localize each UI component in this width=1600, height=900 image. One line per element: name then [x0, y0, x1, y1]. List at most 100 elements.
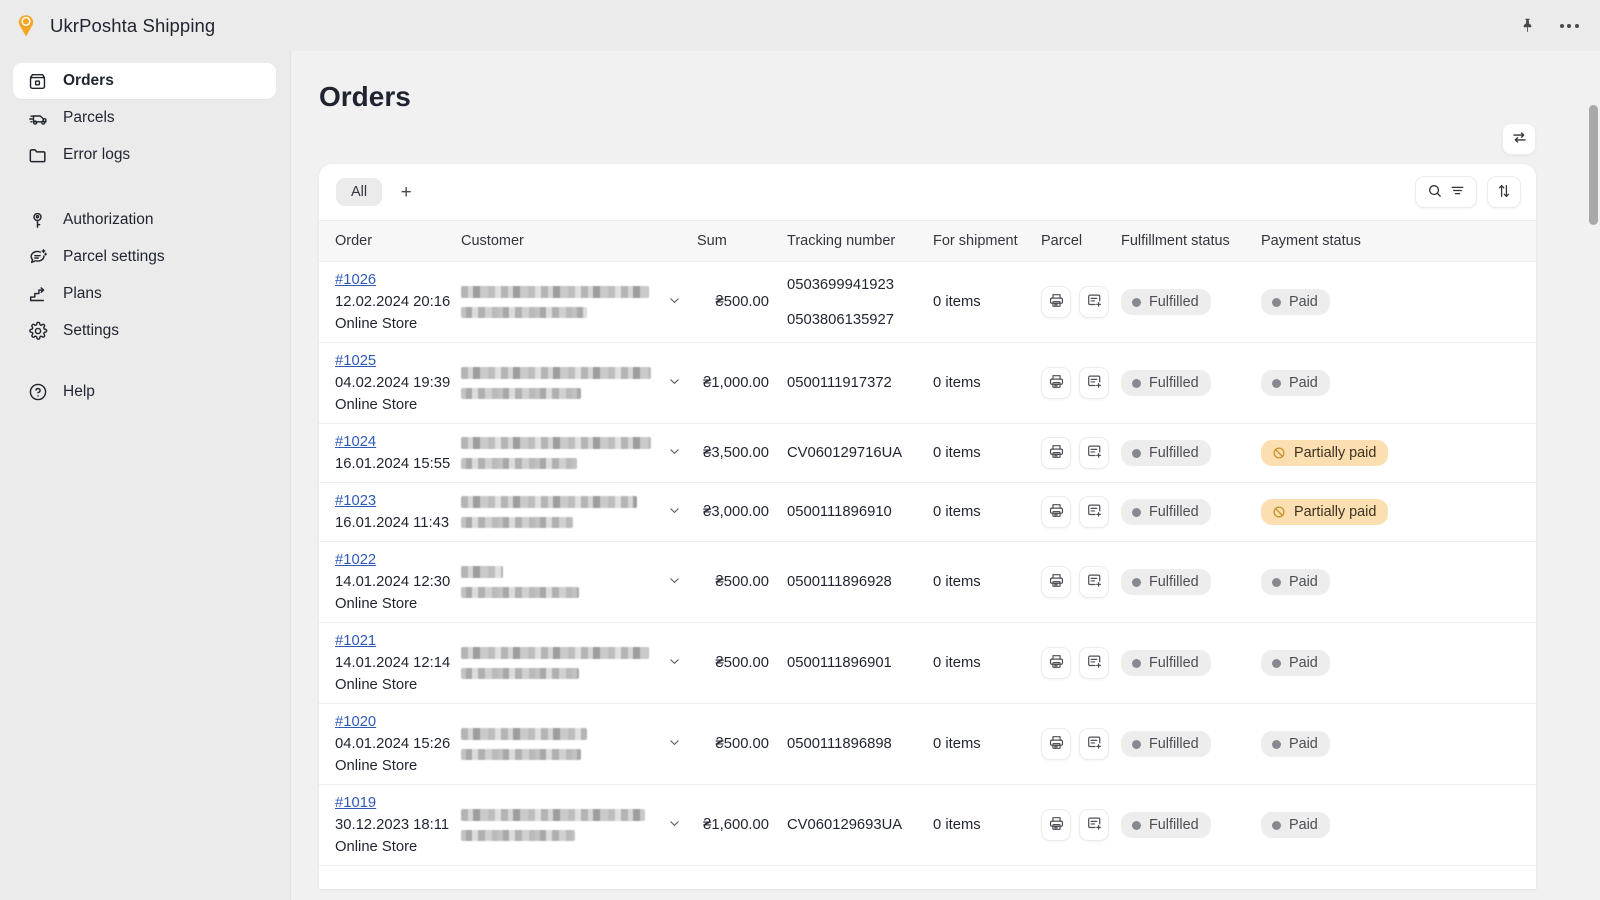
table-row[interactable]: #1022 14.01.2024 12:30 Online Store ₴500.00…	[319, 541, 1536, 623]
print-icon	[1048, 443, 1065, 463]
sidebar-item-error-logs[interactable]: Error logs	[13, 137, 276, 173]
sidebar-item-settings[interactable]: Settings	[13, 313, 276, 349]
add-document-icon	[1086, 572, 1103, 592]
sync-refresh-button[interactable]	[1502, 123, 1536, 155]
cell-expand[interactable]	[667, 784, 697, 866]
cell-tail	[1411, 541, 1536, 623]
order-link[interactable]: #1020	[335, 714, 377, 730]
tracking-number[interactable]: 0503806135927	[787, 311, 894, 328]
add-document-icon	[1086, 653, 1103, 673]
chevron-down-icon[interactable]	[667, 444, 682, 462]
sort-button[interactable]	[1487, 176, 1521, 208]
stairs-up-icon	[27, 284, 48, 305]
tracking-number[interactable]: 0500111896910	[787, 504, 892, 520]
chevron-down-icon[interactable]	[667, 374, 682, 392]
table-row[interactable]: #1023 16.01.2024 11:43 ₴3,000.00 0500111896…	[319, 482, 1536, 542]
add-document-button[interactable]	[1079, 728, 1109, 760]
table-row[interactable]: #1024 16.01.2024 15:55 ₴3,500.00 CV06012971…	[319, 423, 1536, 483]
order-link[interactable]: #1022	[335, 552, 377, 568]
tracking-number[interactable]: 0500111896901	[787, 655, 892, 671]
print-icon	[1048, 653, 1065, 673]
cell-expand[interactable]	[667, 703, 697, 785]
payment-status-badge: Paid	[1261, 370, 1330, 396]
column-header-shipment[interactable]: For shipment	[919, 220, 1031, 262]
tracking-number[interactable]: 0500111896898	[787, 736, 892, 752]
column-header-order[interactable]: Order	[319, 220, 461, 262]
sidebar-item-label: Help	[63, 383, 95, 400]
more-options-icon[interactable]	[1558, 15, 1580, 37]
vertical-scrollbar[interactable]	[1586, 102, 1600, 900]
scrollbar-thumb[interactable]	[1589, 105, 1598, 225]
cell-parcel-actions	[1031, 541, 1109, 623]
sidebar-item-parcels[interactable]: Parcels	[13, 100, 276, 136]
sidebar-divider-1	[13, 174, 276, 202]
cell-payment-status: Partially paid	[1251, 482, 1411, 542]
column-header-fulfillment[interactable]: Fulfillment status	[1109, 220, 1251, 262]
main-content: Orders All +	[291, 51, 1600, 900]
table-row[interactable]: #1019 30.12.2023 18:11 Online Store ₴1,600.…	[319, 784, 1536, 866]
add-tab-button[interactable]: +	[400, 181, 412, 203]
tracking-number[interactable]: CV060129693UA	[787, 817, 903, 833]
add-document-button[interactable]	[1079, 647, 1109, 679]
table-row[interactable]: #1025 04.02.2024 19:39 Online Store ₴1,000.…	[319, 342, 1536, 424]
add-document-button[interactable]	[1079, 809, 1109, 841]
print-button[interactable]	[1041, 496, 1071, 528]
status-label: Paid	[1289, 736, 1318, 752]
order-link[interactable]: #1021	[335, 633, 377, 649]
chevron-down-icon[interactable]	[667, 573, 682, 591]
cell-expand[interactable]	[667, 482, 697, 542]
add-document-button[interactable]	[1079, 437, 1109, 469]
add-document-button[interactable]	[1079, 286, 1109, 318]
cell-expand[interactable]	[667, 261, 697, 343]
order-link[interactable]: #1025	[335, 353, 377, 369]
tracking-number[interactable]: 0503699941923	[787, 276, 894, 293]
chevron-down-icon[interactable]	[667, 816, 682, 834]
column-header-sum[interactable]: Sum	[697, 220, 769, 262]
tracking-number[interactable]: 0500111917372	[787, 375, 892, 391]
cell-expand[interactable]	[667, 541, 697, 623]
add-document-button[interactable]	[1079, 496, 1109, 528]
order-link[interactable]: #1024	[335, 434, 377, 450]
print-button[interactable]	[1041, 286, 1071, 318]
order-link[interactable]: #1019	[335, 795, 377, 811]
column-header-parcel[interactable]: Parcel	[1031, 220, 1109, 262]
column-header-customer[interactable]: Customer	[461, 220, 667, 262]
print-button[interactable]	[1041, 728, 1071, 760]
table-row[interactable]: #1021 14.01.2024 12:14 Online Store ₴500.00…	[319, 622, 1536, 704]
print-button[interactable]	[1041, 566, 1071, 598]
chevron-down-icon[interactable]	[667, 735, 682, 753]
table-row[interactable]: #1020 04.01.2024 15:26 Online Store ₴500.00…	[319, 703, 1536, 785]
chevron-down-icon[interactable]	[667, 503, 682, 521]
add-document-button[interactable]	[1079, 566, 1109, 598]
cell-expand[interactable]	[667, 342, 697, 424]
search-filter-button[interactable]	[1415, 176, 1477, 208]
table-row[interactable]: #1026 12.02.2024 20:16 Online Store ₴500.00…	[319, 261, 1536, 343]
sidebar-item-parcel-settings[interactable]: Parcel settings	[13, 239, 276, 275]
cell-payment-status: Paid	[1251, 784, 1411, 866]
pin-icon[interactable]	[1516, 15, 1538, 37]
add-document-button[interactable]	[1079, 367, 1109, 399]
print-button[interactable]	[1041, 437, 1071, 469]
cell-expand[interactable]	[667, 423, 697, 483]
gear-icon	[27, 321, 48, 342]
print-button[interactable]	[1041, 367, 1071, 399]
chevron-down-icon[interactable]	[667, 654, 682, 672]
column-header-tracking[interactable]: Tracking number	[769, 220, 919, 262]
sidebar-item-orders[interactable]: Orders	[13, 63, 276, 99]
print-button[interactable]	[1041, 647, 1071, 679]
tracking-number[interactable]: CV060129716UA	[787, 445, 903, 461]
column-header-payment[interactable]: Payment status	[1251, 220, 1411, 262]
tab-all[interactable]: All	[336, 178, 383, 206]
cell-fulfillment-status: Fulfilled	[1109, 703, 1251, 785]
sidebar-item-authorization[interactable]: Authorization	[13, 202, 276, 238]
print-button[interactable]	[1041, 809, 1071, 841]
sidebar-item-plans[interactable]: Plans	[13, 276, 276, 312]
status-dot-icon	[1132, 507, 1141, 517]
chevron-down-icon[interactable]	[667, 293, 682, 311]
cell-expand[interactable]	[667, 622, 697, 704]
order-link[interactable]: #1023	[335, 493, 377, 509]
tracking-number[interactable]: 0500111896928	[787, 574, 892, 590]
sidebar-item-help[interactable]: Help	[13, 374, 276, 410]
cell-customer	[461, 261, 667, 343]
order-link[interactable]: #1026	[335, 272, 377, 288]
